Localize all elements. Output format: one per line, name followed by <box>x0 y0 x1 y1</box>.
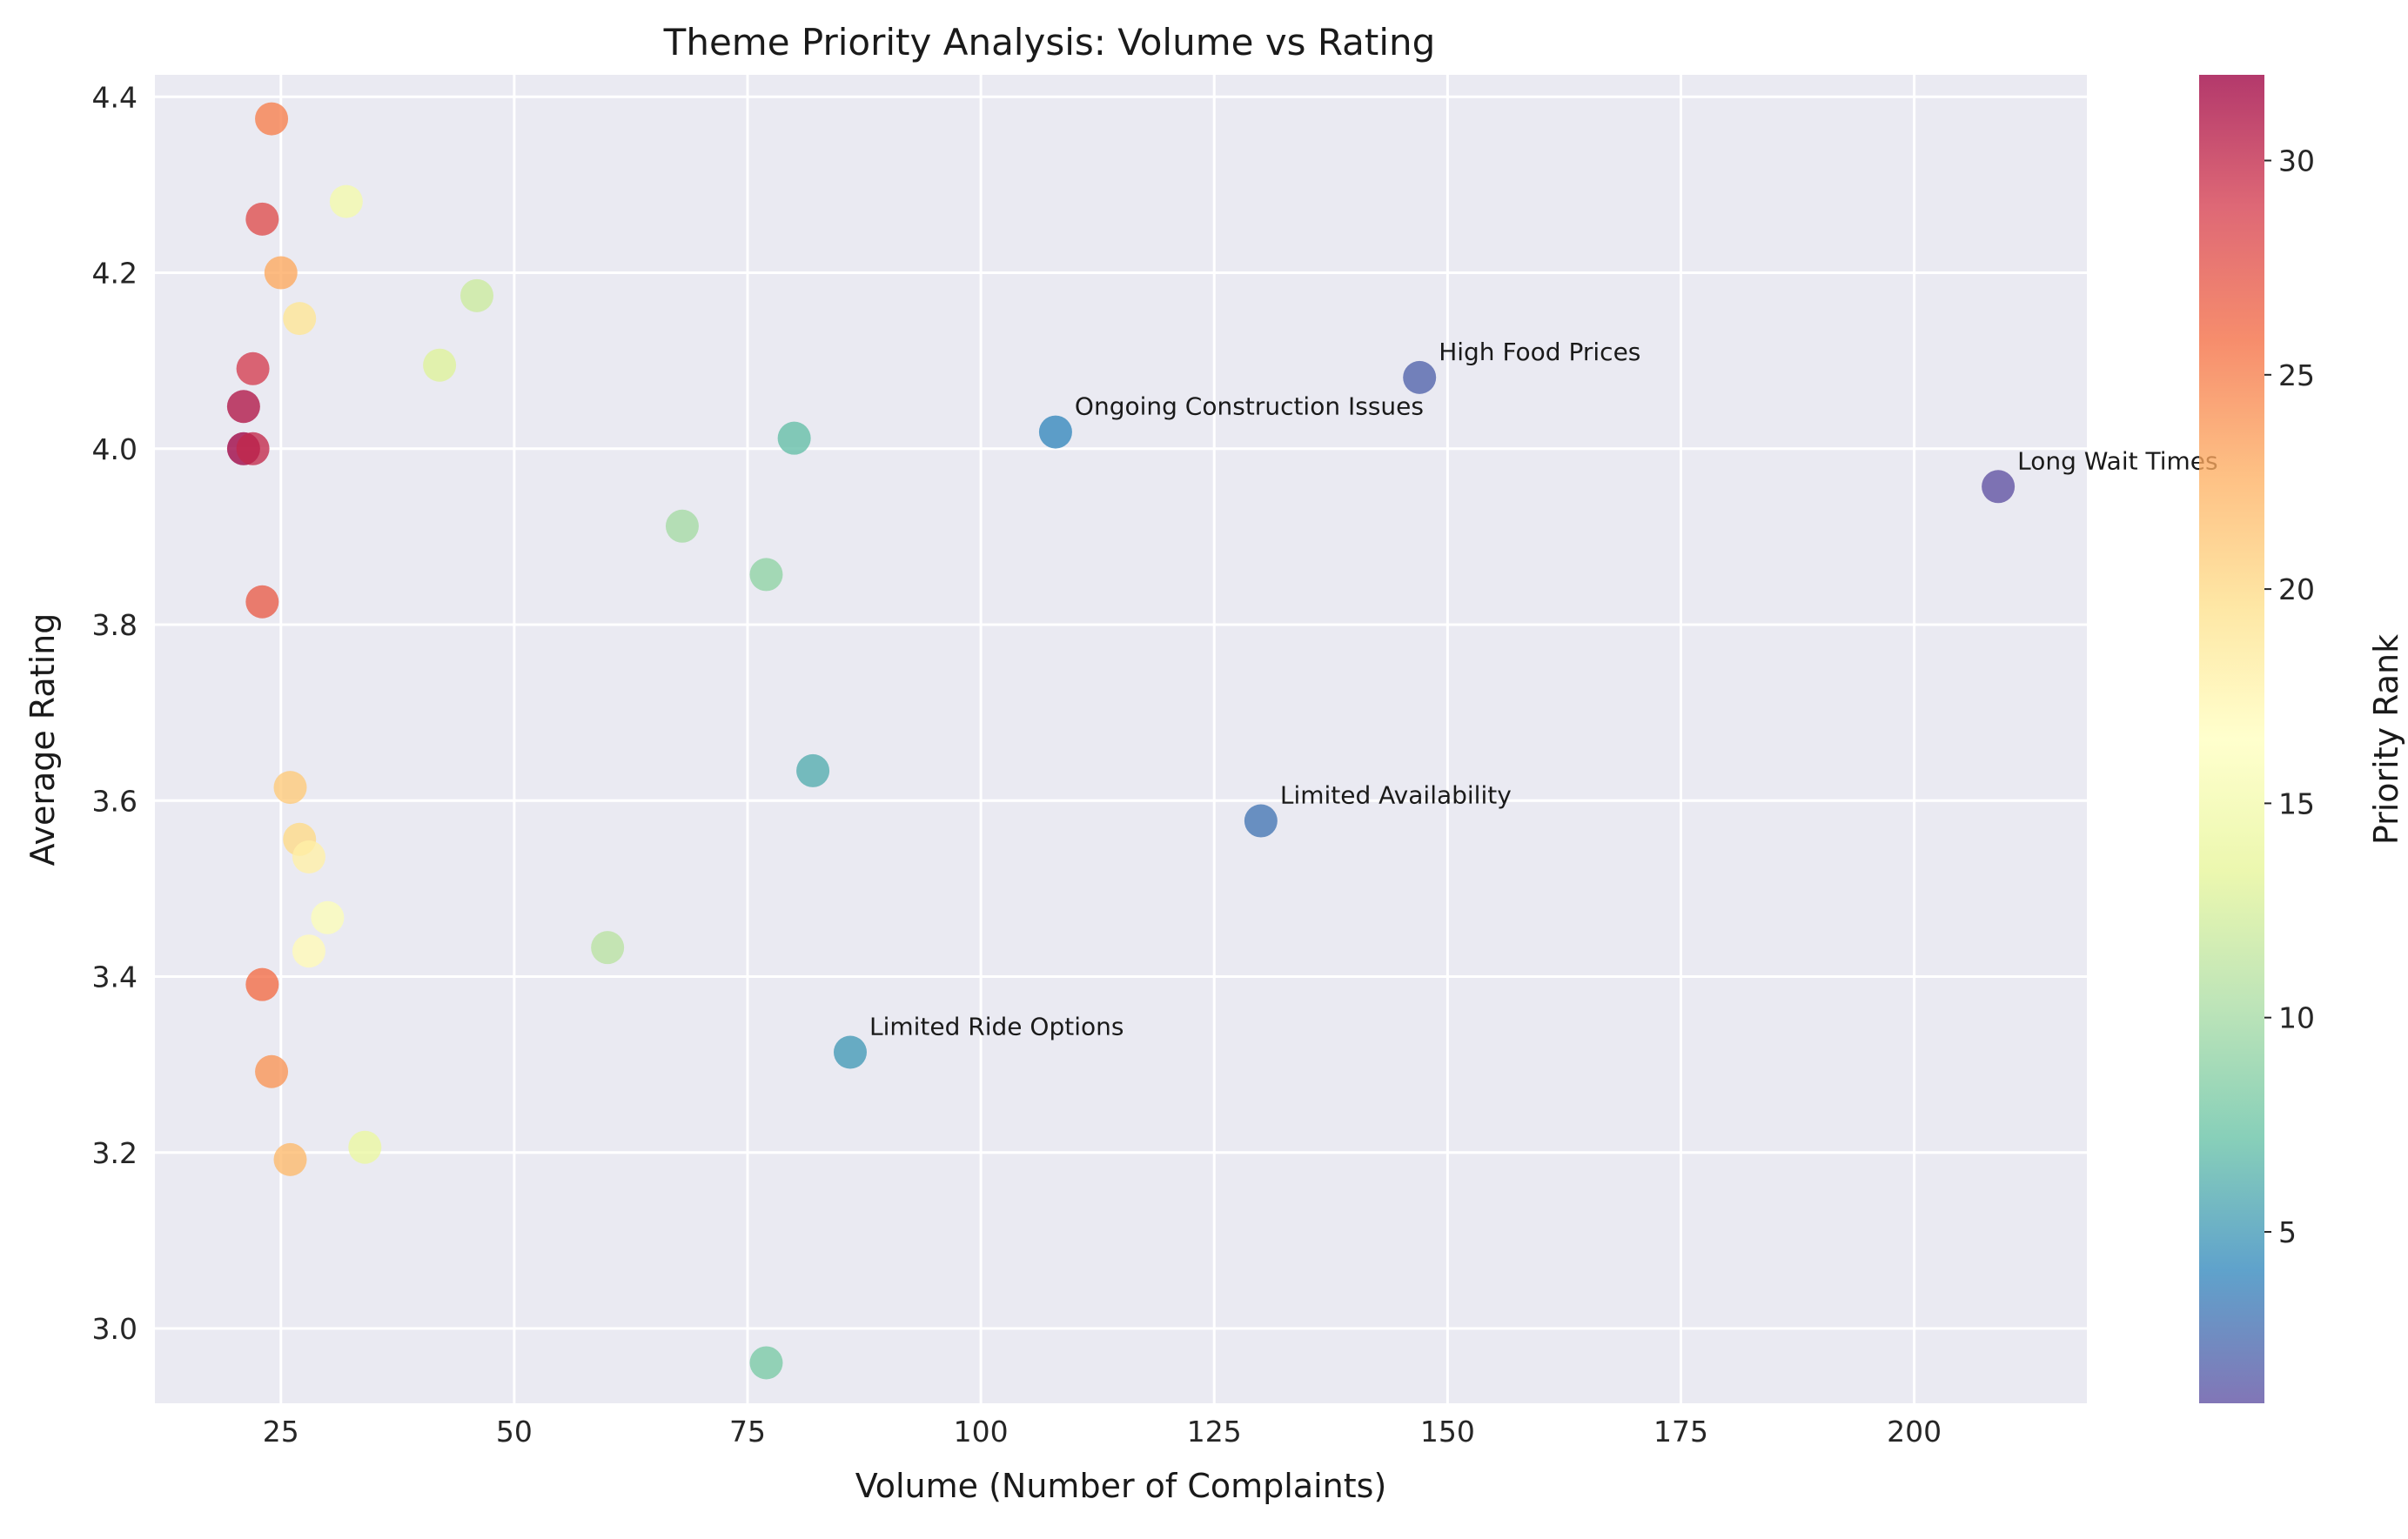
x-tick-labels: 25 50 75 100 125 150 175 200 <box>263 1415 1942 1449</box>
y-tick-labels: 3.0 3.2 3.4 3.6 3.8 4.0 4.2 4.4 <box>92 80 138 1346</box>
y-tick-label: 4.2 <box>92 257 138 291</box>
data-point <box>777 421 811 455</box>
data-point <box>423 348 457 382</box>
x-tick-label: 150 <box>1420 1415 1475 1449</box>
data-point <box>749 1346 783 1380</box>
data-point <box>460 278 493 312</box>
x-tick-label: 25 <box>263 1415 299 1449</box>
data-point <box>591 931 625 965</box>
x-tick-label: 175 <box>1653 1415 1708 1449</box>
data-point <box>292 934 325 968</box>
data-point <box>255 1054 289 1088</box>
y-tick-label: 3.2 <box>92 1136 138 1170</box>
data-point <box>311 900 345 934</box>
chart-title: Theme Priority Analysis: Volume vs Ratin… <box>663 21 1436 64</box>
point-label: Limited Availability <box>1280 781 1512 810</box>
data-point <box>1038 415 1072 449</box>
x-tick-label: 125 <box>1187 1415 1242 1449</box>
colorbar-tick-label: 25 <box>2278 358 2315 392</box>
colorbar-label: Priority Rank <box>2367 634 2405 845</box>
data-point <box>245 967 279 1001</box>
colorbar-tick-label: 30 <box>2278 144 2315 178</box>
colorbar-tick-label: 15 <box>2278 786 2315 820</box>
colorbar-tick-label: 20 <box>2278 572 2315 606</box>
y-tick-label: 3.4 <box>92 960 138 994</box>
data-point <box>283 302 317 336</box>
data-point <box>255 102 289 136</box>
data-point <box>264 256 298 290</box>
y-tick-label: 3.0 <box>92 1312 138 1346</box>
data-point <box>665 509 699 543</box>
x-tick-label: 200 <box>1887 1415 1942 1449</box>
point-label: Long Wait Times <box>2017 446 2217 475</box>
x-tick-label: 75 <box>729 1415 766 1449</box>
colorbar <box>2199 75 2264 1403</box>
point-label: Ongoing Construction Issues <box>1075 392 1424 421</box>
data-point <box>833 1035 867 1069</box>
x-tick-label: 50 <box>496 1415 533 1449</box>
data-point <box>273 1142 307 1176</box>
y-axis-label: Average Rating <box>23 613 62 867</box>
colorbar-tick-label: 10 <box>2278 1001 2315 1035</box>
data-point <box>236 432 270 465</box>
data-points <box>226 102 2016 1380</box>
data-point <box>236 351 270 385</box>
data-point <box>226 390 260 424</box>
y-tick-label: 3.8 <box>92 608 138 642</box>
data-point <box>1982 470 2016 504</box>
data-point <box>273 771 307 805</box>
data-point <box>245 202 279 236</box>
point-label: Limited Ride Options <box>869 1013 1124 1041</box>
y-tick-label: 3.6 <box>92 784 138 818</box>
data-point <box>329 184 363 218</box>
data-point <box>292 840 325 874</box>
x-tick-label: 100 <box>954 1415 1009 1449</box>
data-point <box>348 1130 382 1164</box>
data-point <box>245 585 279 619</box>
colorbar-ticks: 5 10 15 20 25 30 <box>2264 144 2315 1249</box>
y-tick-label: 4.4 <box>92 80 138 114</box>
data-point <box>1403 360 1437 394</box>
data-point <box>749 558 783 592</box>
colorbar-tick-label: 5 <box>2278 1215 2297 1249</box>
point-annotations: Long Wait Times High Food Prices Limited A… <box>869 338 2218 1041</box>
plot-area <box>155 75 2087 1403</box>
data-point <box>796 753 830 787</box>
point-label: High Food Prices <box>1439 338 1640 366</box>
data-point <box>1244 804 1278 838</box>
grid-lines <box>155 75 2087 1403</box>
x-axis-label: Volume (Number of Complaints) <box>855 1467 1387 1505</box>
y-tick-label: 4.0 <box>92 432 138 466</box>
